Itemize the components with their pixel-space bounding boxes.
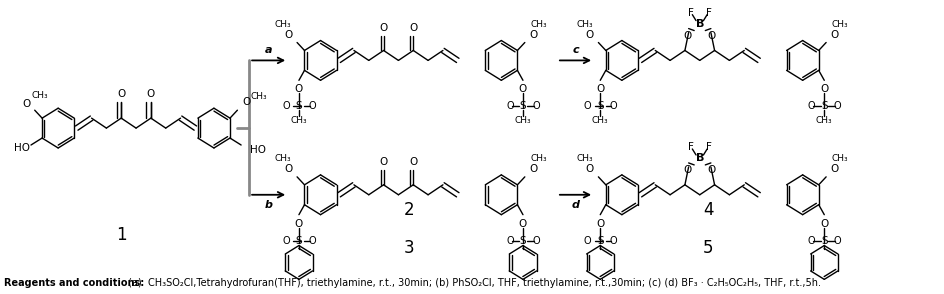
Text: S: S	[597, 101, 603, 111]
Text: O: O	[146, 89, 155, 99]
Text: HO: HO	[14, 143, 29, 153]
Text: O: O	[819, 84, 828, 94]
Text: (a)  CH₃SO₂Cl,Tetrahydrofuran(THF), triethylamine, r.t., 30min; (b) PhSO₂Cl, THF: (a) CH₃SO₂Cl,Tetrahydrofuran(THF), triet…	[125, 278, 820, 288]
Text: O: O	[242, 97, 250, 107]
Text: CH₃: CH₃	[514, 116, 531, 125]
Text: CH₃: CH₃	[250, 92, 267, 101]
Text: O: O	[282, 235, 290, 245]
Text: O: O	[531, 101, 539, 111]
Text: O: O	[833, 235, 840, 245]
Text: CH₃: CH₃	[530, 20, 547, 29]
Text: O: O	[819, 219, 828, 229]
Text: O: O	[308, 235, 315, 245]
Text: S: S	[820, 235, 827, 245]
Text: c: c	[572, 46, 579, 56]
Text: CH₃: CH₃	[32, 91, 48, 100]
Text: O: O	[609, 235, 616, 245]
Text: CH₃: CH₃	[530, 154, 547, 163]
Text: O: O	[529, 164, 537, 174]
Text: O: O	[585, 29, 593, 39]
Text: O: O	[707, 31, 716, 41]
Text: F: F	[705, 8, 711, 18]
Text: F: F	[705, 142, 711, 152]
Text: CH₃: CH₃	[591, 116, 608, 125]
Text: O: O	[295, 219, 303, 229]
Text: d: d	[571, 200, 579, 210]
Text: F: F	[687, 8, 693, 18]
Text: O: O	[284, 164, 292, 174]
Text: S: S	[597, 235, 603, 245]
Text: O: O	[409, 157, 417, 167]
Text: 1: 1	[116, 225, 126, 244]
Text: CH₃: CH₃	[831, 154, 848, 163]
Text: CH₃: CH₃	[576, 20, 592, 29]
Text: CH₃: CH₃	[275, 20, 291, 29]
Text: O: O	[529, 29, 537, 39]
Text: a: a	[264, 46, 272, 56]
Text: O: O	[284, 29, 292, 39]
Text: b: b	[264, 200, 273, 210]
Text: B: B	[695, 19, 703, 29]
Text: O: O	[518, 219, 527, 229]
Text: HO: HO	[250, 145, 266, 155]
Text: O: O	[379, 157, 387, 167]
Text: 2: 2	[403, 201, 413, 219]
Text: O: O	[806, 235, 815, 245]
Text: O: O	[707, 165, 716, 175]
Text: O: O	[806, 101, 815, 111]
Text: S: S	[295, 235, 302, 245]
Text: O: O	[582, 235, 590, 245]
Text: CH₃: CH₃	[831, 20, 848, 29]
Text: 3: 3	[403, 238, 413, 257]
Text: O: O	[518, 84, 527, 94]
Text: S: S	[820, 101, 827, 111]
Text: O: O	[506, 235, 514, 245]
Text: B: B	[695, 153, 703, 163]
Text: 5: 5	[702, 238, 713, 257]
Text: O: O	[379, 23, 387, 33]
Text: O: O	[295, 84, 303, 94]
Text: O: O	[308, 101, 315, 111]
Text: CH₃: CH₃	[576, 154, 592, 163]
Text: S: S	[295, 101, 302, 111]
Text: O: O	[830, 164, 838, 174]
Text: F: F	[687, 142, 693, 152]
Text: S: S	[519, 235, 526, 245]
Text: O: O	[596, 219, 604, 229]
Text: O: O	[585, 164, 593, 174]
Text: O: O	[830, 29, 838, 39]
Text: O: O	[582, 101, 590, 111]
Text: O: O	[596, 84, 604, 94]
Text: O: O	[683, 165, 691, 175]
Text: O: O	[282, 101, 290, 111]
Text: O: O	[117, 89, 126, 99]
Text: O: O	[683, 31, 691, 41]
Text: O: O	[409, 23, 417, 33]
Text: CH₃: CH₃	[275, 154, 291, 163]
Text: Reagents and conditions:: Reagents and conditions:	[5, 278, 144, 288]
Text: O: O	[609, 101, 616, 111]
Text: CH₃: CH₃	[815, 116, 832, 125]
Text: O: O	[833, 101, 840, 111]
Text: CH₃: CH₃	[291, 116, 307, 125]
Text: O: O	[23, 99, 30, 109]
Text: 4: 4	[702, 201, 713, 219]
Text: S: S	[519, 101, 526, 111]
Text: O: O	[506, 101, 514, 111]
Text: O: O	[531, 235, 539, 245]
